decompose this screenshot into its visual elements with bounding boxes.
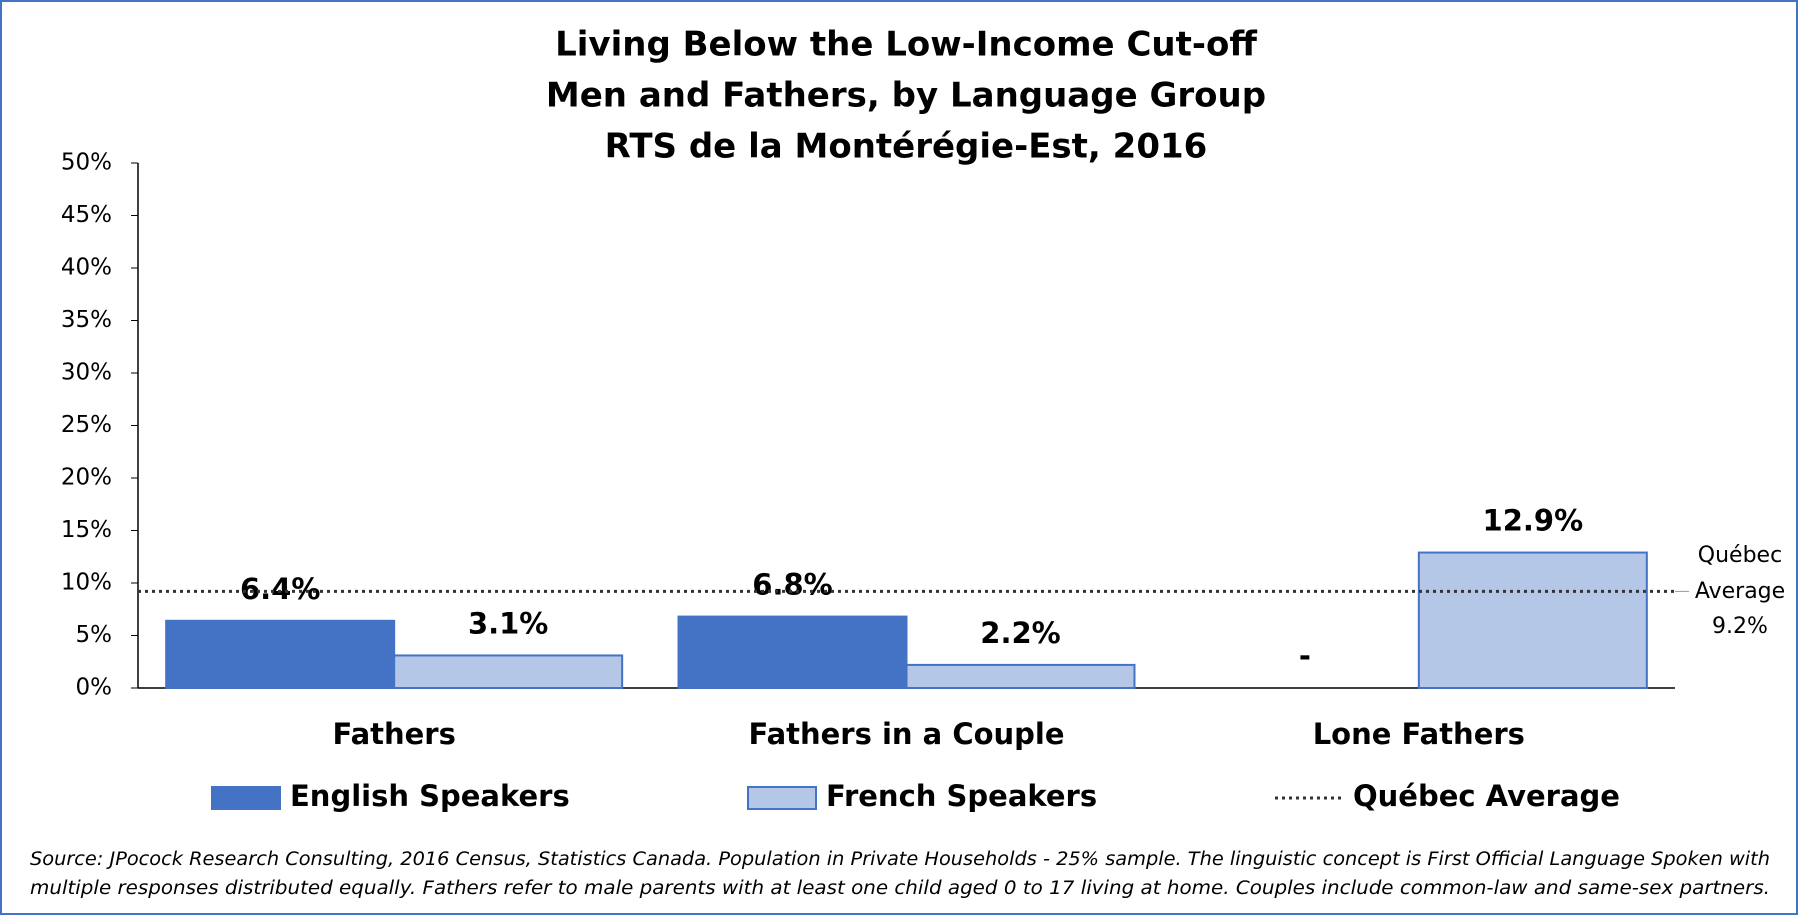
y-tick-label: 10% bbox=[61, 570, 112, 596]
value-label: 12.9% bbox=[1483, 504, 1584, 538]
chart-title: RTS de la Montérégie-Est, 2016 bbox=[605, 127, 1208, 167]
x-tick-label: Fathers in a Couple bbox=[748, 717, 1064, 751]
bar bbox=[1417, 551, 1648, 689]
legend-label: French Speakers bbox=[826, 779, 1097, 813]
bar bbox=[905, 663, 1136, 690]
legend-swatch bbox=[747, 786, 817, 810]
y-tick-label: 45% bbox=[61, 202, 112, 228]
bar bbox=[393, 654, 624, 690]
reference-annotation: Québec Average bbox=[1694, 543, 1786, 604]
y-tick-label: 35% bbox=[61, 307, 112, 333]
y-tick-label: 50% bbox=[61, 150, 112, 176]
bar bbox=[165, 619, 396, 689]
y-tick-label: 30% bbox=[61, 360, 112, 386]
bar bbox=[677, 615, 908, 689]
x-tick-label: Fathers bbox=[332, 717, 455, 751]
source-note: Source: JPocock Research Consulting, 201… bbox=[30, 849, 1770, 870]
y-tick-label: 20% bbox=[61, 465, 112, 491]
legend-label: English Speakers bbox=[290, 779, 570, 813]
value-label: 2.2% bbox=[980, 616, 1060, 650]
legend-label: Québec Average bbox=[1353, 779, 1620, 813]
x-tick-label: Lone Fathers bbox=[1313, 717, 1525, 751]
legend-swatch bbox=[211, 786, 281, 810]
value-label: 3.1% bbox=[468, 606, 548, 640]
value-label: 6.4% bbox=[240, 572, 320, 606]
chart-title: Men and Fathers, by Language Group bbox=[546, 76, 1266, 116]
value-label: - bbox=[1299, 639, 1311, 673]
source-note: multiple responses distributed equally. … bbox=[30, 878, 1770, 899]
y-tick-label: 0% bbox=[76, 675, 113, 701]
reference-value-label: 9.2% bbox=[1712, 614, 1768, 639]
y-tick-label: 40% bbox=[61, 255, 112, 281]
y-tick-label: 15% bbox=[61, 517, 112, 543]
chart-title: Living Below the Low-Income Cut-off bbox=[555, 25, 1257, 65]
value-label: 6.8% bbox=[752, 568, 832, 602]
y-tick-label: 25% bbox=[61, 412, 112, 438]
y-tick-label: 5% bbox=[76, 622, 113, 648]
